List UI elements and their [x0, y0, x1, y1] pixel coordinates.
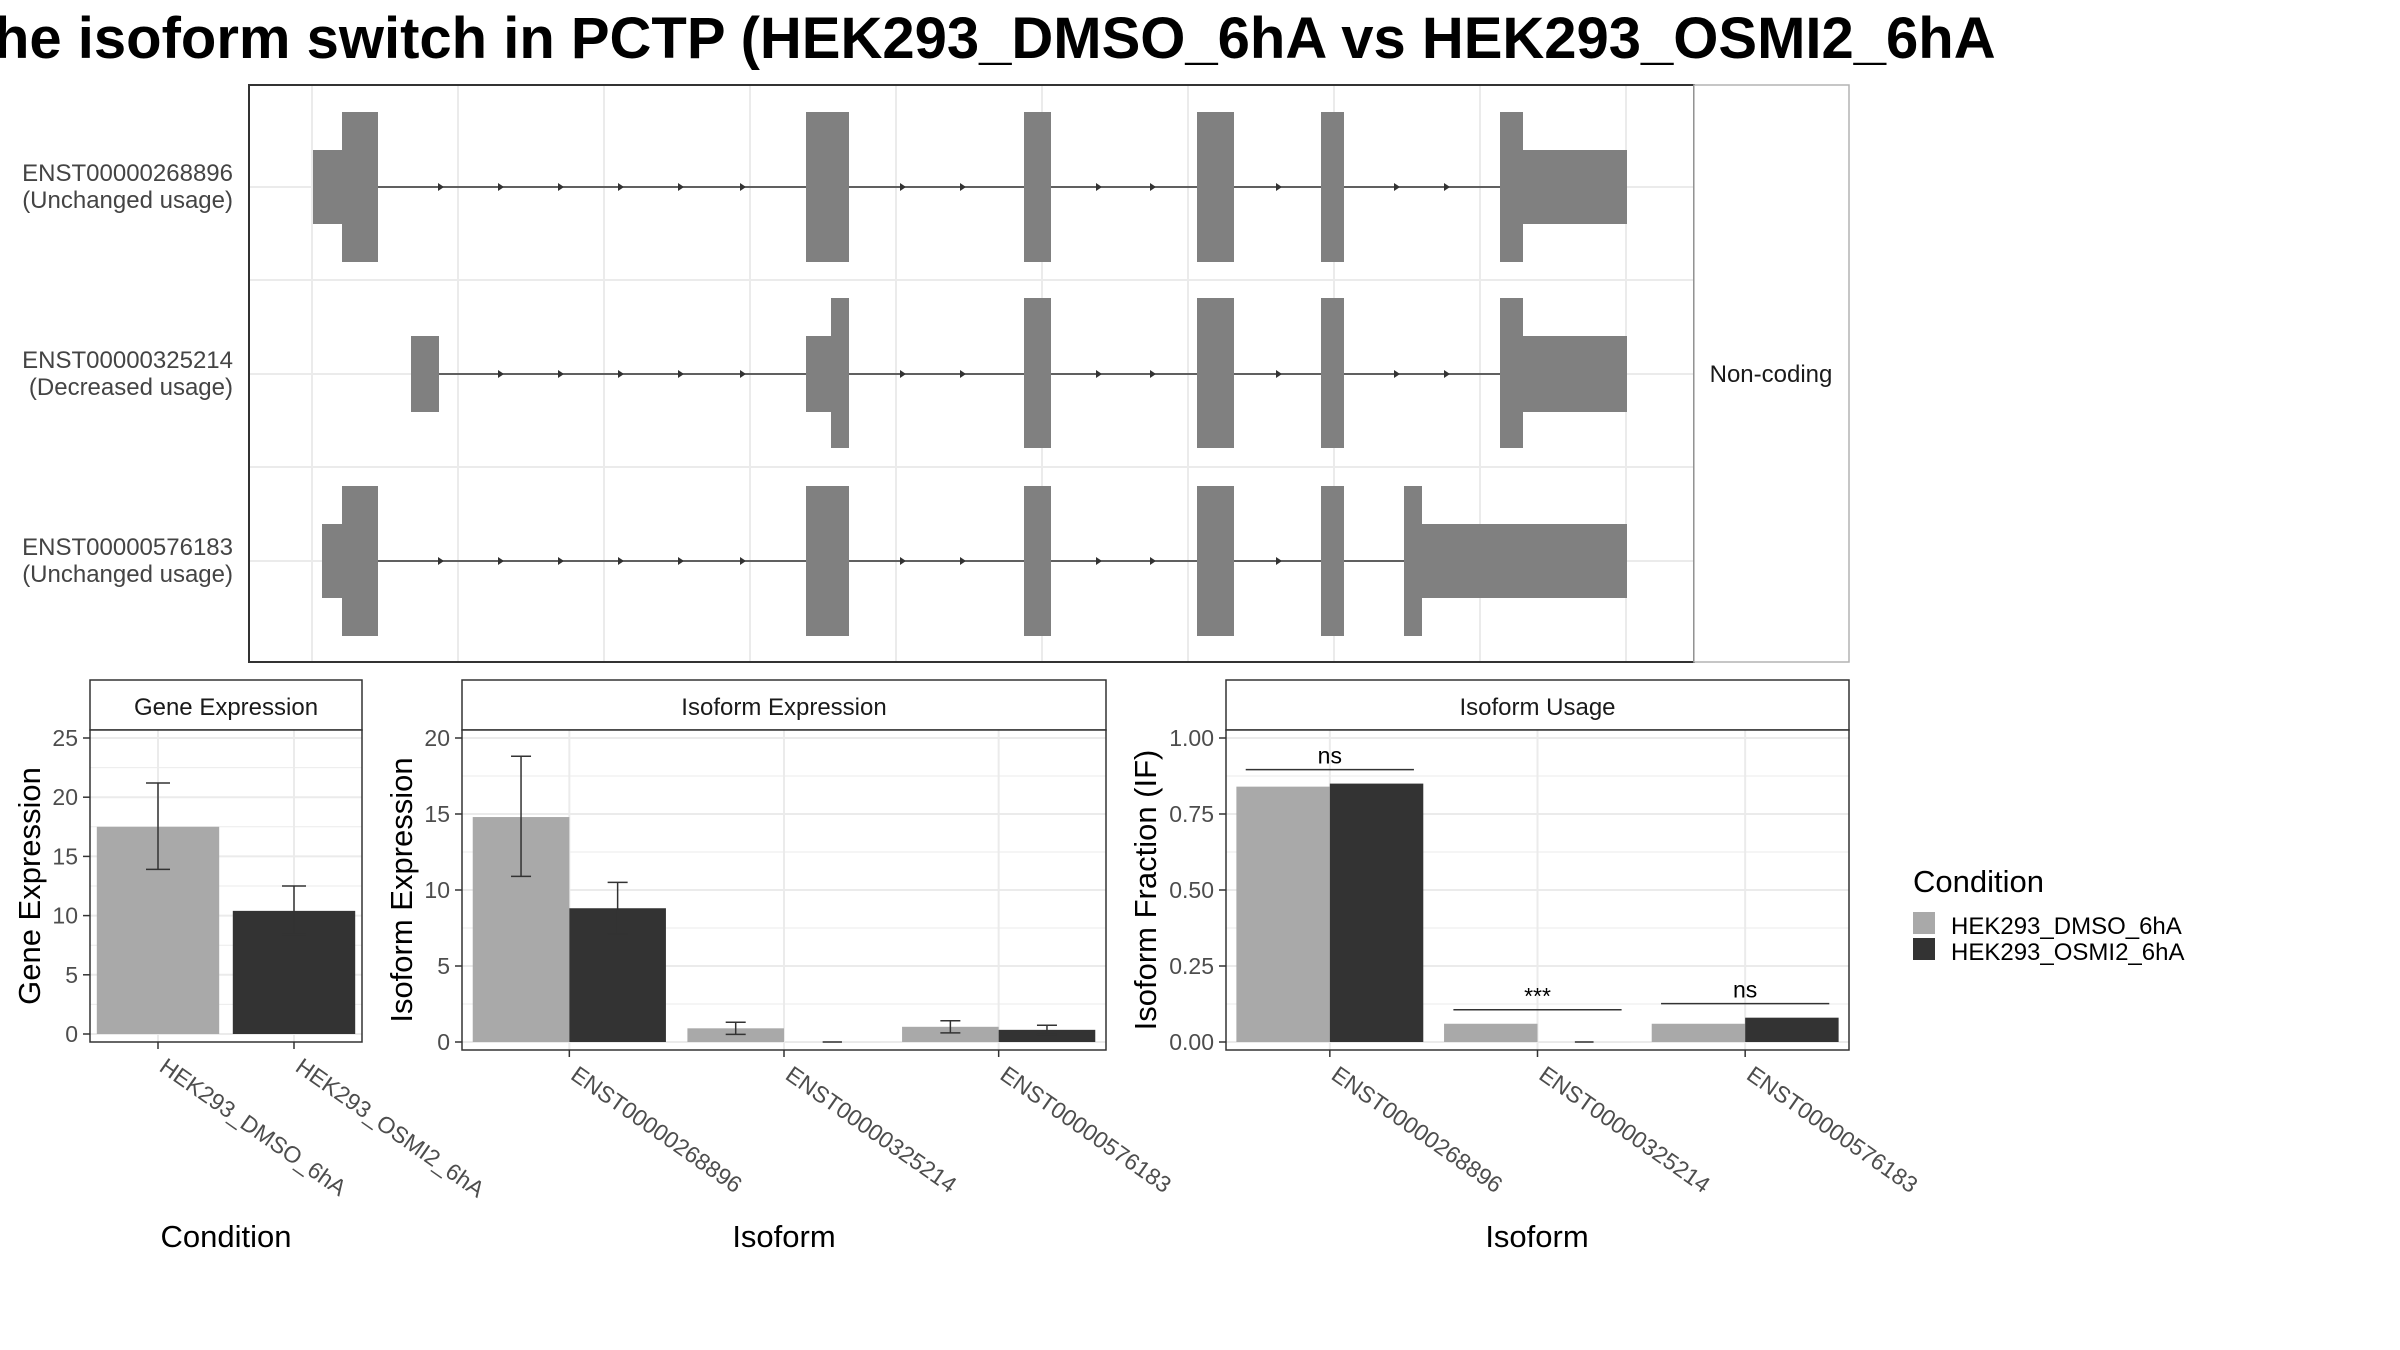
- x-tick-label: ENST00000268896: [566, 1061, 746, 1198]
- significance-label: ***: [1524, 983, 1551, 1009]
- exons: [322, 486, 1627, 636]
- y-tick-label: 0: [65, 1021, 78, 1047]
- x-tick-label: ENST00000325214: [1535, 1061, 1716, 1198]
- transcript-usage-2: (Decreased usage): [29, 374, 233, 401]
- transcript-id-1: ENST00000268896: [22, 160, 233, 187]
- legend: Condition HEK293_DMSO_6hA HEK293_OSMI2_6…: [1913, 864, 2184, 966]
- chart-strip-label: Gene Expression: [134, 694, 318, 721]
- transcript-row-2: [411, 298, 1627, 448]
- y-tick-label: 0.75: [1169, 801, 1214, 827]
- bar-charts: Gene Expression0510152025HEK293_DMSO_6hA…: [12, 679, 1923, 1254]
- bar-ENST00000576183-1: [1651, 1023, 1746, 1042]
- chart-strip: [89, 679, 363, 731]
- y-axis-title: Gene Expression: [12, 767, 47, 1005]
- x-tick-label: ENST00000325214: [781, 1061, 962, 1198]
- chart-strip-label: Isoform Expression: [681, 694, 886, 721]
- y-tick-label: 10: [424, 877, 450, 903]
- y-tick-label: 5: [437, 953, 450, 979]
- y-tick-label: 1.00: [1169, 725, 1214, 751]
- legend-label-osmi: HEK293_OSMI2_6hA: [1951, 939, 2184, 966]
- side-strip-label: Non-coding: [1710, 361, 1833, 388]
- y-tick-label: 0.00: [1169, 1029, 1214, 1055]
- chart-panel-border: [89, 729, 363, 1043]
- y-axis-title: Isoform Fraction (IF): [1128, 750, 1163, 1031]
- exons: [313, 112, 1627, 262]
- y-tick-label: 15: [424, 801, 450, 827]
- x-axis-title: Isoform: [1485, 1219, 1588, 1254]
- transcript-row-3: [322, 486, 1627, 636]
- bar-ENST00000576183-1: [902, 1026, 999, 1042]
- bar-ENST00000576183-2: [1745, 1017, 1839, 1042]
- bar-ENST00000576183-2: [998, 1029, 1096, 1042]
- chart-strip: [461, 679, 1107, 731]
- chart-3: Isoform Usage 0.00 0.25 0.50 0.75 1.00 ns ENST0…: [1128, 679, 1923, 1254]
- transcript-id-2: ENST00000325214: [22, 347, 233, 374]
- y-tick-label: 0.25: [1169, 953, 1214, 979]
- x-axis-title: Condition: [161, 1219, 292, 1254]
- transcript-id-3: ENST00000576183: [22, 534, 233, 561]
- y-tick-label: 15: [52, 843, 78, 869]
- x-axis-title: Isoform: [732, 1219, 835, 1254]
- legend-label-dmso: HEK293_DMSO_6hA: [1951, 913, 2182, 940]
- legend-key-dmso: [1913, 912, 1935, 934]
- x-tick-label: ENST00000576183: [996, 1061, 1176, 1198]
- y-tick-label: 20: [424, 725, 450, 751]
- y-tick-label: 25: [52, 725, 78, 751]
- y-tick-label: 0: [437, 1029, 450, 1055]
- intron-arrows: [438, 557, 1282, 565]
- transcript-usage-1: (Unchanged usage): [22, 187, 233, 214]
- legend-key-osmi: [1913, 938, 1935, 960]
- transcript-panel: Non-coding ENST00000268896 (Unchanged us…: [22, 84, 1850, 663]
- transcript-row-1: [313, 112, 1627, 262]
- intron-arrows: [498, 370, 1450, 378]
- y-axis-title: Isoform Expression: [384, 757, 419, 1022]
- figure-title: he isoform switch in PCTP (HEK293_DMSO_6…: [0, 6, 1996, 71]
- bar-ENST00000325214-1: [1444, 1023, 1538, 1042]
- chart-2: Isoform Expression 0 5 10 15 20 ENST0000026889…: [384, 679, 1176, 1254]
- y-tick-label: 5: [65, 962, 78, 988]
- side-strip: [1693, 84, 1850, 663]
- y-tick-label: 10: [52, 903, 78, 929]
- chart-panel-border: [461, 729, 1107, 1051]
- bar-ENST00000268896-2: [1329, 783, 1424, 1042]
- y-tick-label: 0.50: [1169, 877, 1214, 903]
- chart-strip-label: Isoform Usage: [1459, 694, 1615, 721]
- legend-title: Condition: [1913, 864, 2044, 899]
- y-tick-label: 20: [52, 784, 78, 810]
- x-tick-label: ENST00000576183: [1742, 1061, 1922, 1198]
- bar-ENST00000268896-1: [1236, 786, 1330, 1042]
- chart-panel-border: [1225, 729, 1850, 1051]
- x-tick-label: ENST00000268896: [1327, 1061, 1507, 1198]
- transcript-usage-3: (Unchanged usage): [22, 561, 233, 588]
- intron-arrows: [438, 183, 1450, 191]
- exons: [411, 298, 1627, 448]
- significance-label: ns: [1733, 977, 1757, 1003]
- significance-label: ns: [1318, 743, 1342, 769]
- bar-ENST00000325214-1: [687, 1028, 784, 1042]
